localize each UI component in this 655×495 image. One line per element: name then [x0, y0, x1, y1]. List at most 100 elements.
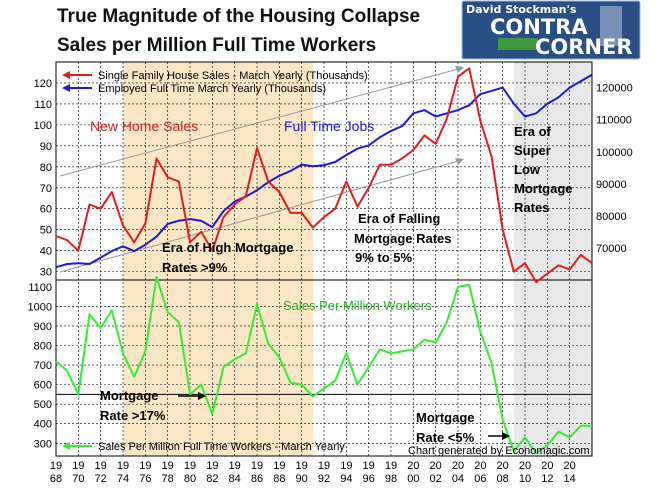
left-tick-label-top: 90 — [40, 141, 52, 153]
x-tick-label-year: 84 — [229, 473, 241, 485]
x-tick-label-year: 06 — [474, 473, 486, 485]
annotation-new-home-sales: New Home Sales — [90, 118, 198, 134]
x-tick-label-century: 19 — [251, 460, 263, 472]
annotation-rate-high: Mortgage Rate >17% — [100, 388, 206, 423]
logo-small-text: David Stockman's — [466, 3, 577, 16]
legend-top: Single Family House Sales - March Yearly… — [62, 70, 368, 95]
era-falling-line: Era of Falling — [358, 211, 440, 226]
left-tick-label-bottom: 700 — [34, 360, 52, 372]
plot-border — [55, 61, 593, 457]
left-tick-label-bottom: 300 — [34, 438, 52, 450]
x-tick-label-year: 78 — [162, 473, 174, 485]
x-tick-label-year: 86 — [251, 473, 263, 485]
right-axis-top: 70000 80000 90000 100000 110000 120000 — [596, 83, 633, 255]
x-tick-label-year: 74 — [117, 473, 129, 485]
rate-high-line: Rate >17% — [100, 408, 166, 423]
left-tick-label-bottom: 1000 — [28, 301, 52, 313]
upper-trend-arrowhead — [455, 66, 464, 73]
left-axis-bottom: 300 400 500 600 700 800 900 1000 1100 — [28, 282, 52, 450]
legend-per-million-arrowhead — [62, 442, 70, 450]
x-tick-label-year: 90 — [296, 473, 308, 485]
x-tick-label-century: 20 — [541, 460, 553, 472]
x-tick-label-century: 20 — [519, 460, 531, 472]
grid-lines — [55, 62, 592, 456]
x-tick-label-century: 19 — [72, 460, 84, 472]
x-tick-label-century: 20 — [430, 460, 442, 472]
x-tick-label-century: 19 — [50, 460, 62, 472]
series-house-sales-line — [55, 67, 593, 284]
x-tick-label-century: 19 — [296, 460, 308, 472]
legend-jobs-label: Employed Full Time March Yearly (Thousan… — [98, 83, 326, 95]
lower-trend-arrow — [59, 159, 463, 273]
x-tick-label-year: 88 — [273, 473, 285, 485]
annotation-rate-low: Mortgage Rate <5% — [416, 410, 510, 445]
logo-capitol-icon — [600, 6, 622, 46]
x-tick-label-year: 12 — [541, 473, 553, 485]
era-low-rates-shading — [513, 62, 592, 456]
legend-sales-label: Single Family House Sales - March Yearly… — [98, 70, 368, 82]
x-tick-label-year: 72 — [95, 473, 107, 485]
x-tick-label-year: 04 — [452, 473, 464, 485]
logo-corner-text: CORNER — [535, 35, 633, 59]
x-tick-label-year: 08 — [497, 473, 509, 485]
series-lines — [55, 67, 593, 455]
left-tick-label-bottom: 600 — [34, 380, 52, 392]
annotation-era-high: Era of High Mortgage Rates >9% — [162, 240, 293, 275]
right-tick-label-top: 120000 — [596, 83, 633, 95]
x-tick-label-year: 80 — [184, 473, 196, 485]
rate-low-line: Mortgage — [416, 410, 475, 425]
contra-corner-logo: David Stockman's CONTRA CORNER — [461, 0, 641, 60]
rate-high-line: Mortgage — [100, 388, 159, 403]
annotation-sales-per-million: Sales Per Million Workers — [283, 298, 432, 313]
left-tick-label-bottom: 500 — [34, 399, 52, 411]
x-tick-label-century: 19 — [184, 460, 196, 472]
x-tick-label-century: 19 — [363, 460, 375, 472]
x-tick-label-century: 19 — [139, 460, 151, 472]
x-tick-label-century: 19 — [206, 460, 218, 472]
x-tick-label-century: 19 — [385, 460, 397, 472]
left-tick-label-top: 70 — [40, 183, 52, 195]
trend-arrows — [59, 66, 464, 273]
rate-low-line: Rate <5% — [416, 430, 475, 445]
x-tick-label-year: 92 — [318, 473, 330, 485]
x-tick-label-century: 19 — [162, 460, 174, 472]
x-tick-label-year: 96 — [363, 473, 375, 485]
x-tick-label-year: 14 — [564, 473, 576, 485]
right-tick-label-top: 110000 — [596, 115, 632, 127]
upper-trend-arrow — [59, 67, 463, 177]
logo-contra-text: CONTRA — [490, 15, 588, 39]
rate-low-arrowhead — [502, 432, 510, 440]
series-sales-per-million-line — [55, 276, 592, 455]
left-tick-label-top: 30 — [40, 267, 52, 279]
era-falling-line: Mortgage Rates — [354, 231, 452, 246]
x-tick-label-century: 19 — [95, 460, 107, 472]
x-tick-label-century: 20 — [407, 460, 419, 472]
x-tick-label-century: 19 — [340, 460, 352, 472]
annotation-full-time-jobs: Full Time Jobs — [284, 118, 374, 134]
x-tick-label-century: 19 — [318, 460, 330, 472]
x-tick-label-century: 19 — [273, 460, 285, 472]
left-tick-label-top: 120 — [34, 78, 52, 90]
left-tick-label-bottom: 1100 — [28, 282, 52, 294]
x-tick-label-century: 20 — [497, 460, 509, 472]
left-tick-label-top: 60 — [40, 204, 52, 216]
lower-trend-arrowhead — [455, 158, 464, 165]
right-tick-label-top: 100000 — [596, 147, 633, 159]
left-tick-label-bottom: 900 — [34, 321, 52, 333]
left-tick-label-bottom: 400 — [34, 419, 52, 431]
left-tick-label-top: 50 — [40, 225, 52, 237]
left-tick-label-top: 110 — [34, 99, 52, 111]
era-super-low-line: Super — [514, 143, 551, 158]
annotation-era-super-low: Era of Super Low Mortgage Rates — [514, 124, 573, 215]
left-tick-label-top: 80 — [40, 162, 52, 174]
x-axis: 1968197019721974197619781980198219841986… — [50, 460, 576, 485]
legend-jobs-arrowhead — [62, 84, 70, 92]
era-high-line: Era of High Mortgage — [162, 240, 293, 255]
era-super-low-line: Low — [514, 162, 541, 177]
x-tick-label-century: 20 — [474, 460, 486, 472]
x-tick-label-year: 98 — [385, 473, 397, 485]
x-tick-label-century: 20 — [452, 460, 464, 472]
left-tick-label-bottom: 800 — [34, 341, 52, 353]
left-tick-label-top: 100 — [34, 120, 52, 132]
